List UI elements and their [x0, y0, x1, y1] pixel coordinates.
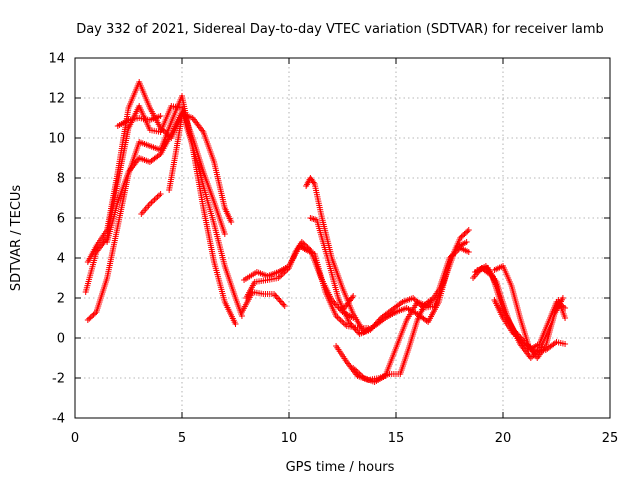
x-tick-label: 20 — [495, 431, 512, 446]
data-point — [275, 295, 282, 302]
data-point — [91, 310, 98, 317]
data-point — [510, 331, 517, 337]
y-tick-label: 2 — [57, 292, 65, 307]
x-tick-label: 25 — [602, 431, 619, 446]
data-point — [154, 193, 161, 200]
x-axis-label: GPS time / hours — [286, 460, 395, 475]
y-tick-label: -2 — [52, 372, 65, 387]
data-point — [304, 244, 311, 251]
data-point — [148, 199, 155, 206]
data-point — [89, 313, 96, 319]
y-tick-label: 0 — [57, 332, 65, 347]
data-point — [298, 239, 305, 245]
axis-ticks: 0 5 10 15 20 25 -4 -2 0 2 4 6 8 10 12 14 — [48, 52, 618, 447]
data-point — [149, 198, 156, 205]
data-point — [232, 321, 239, 327]
data-point — [462, 229, 469, 236]
data-point — [340, 320, 347, 327]
y-tick-label: 8 — [57, 172, 65, 187]
data-point — [336, 315, 343, 322]
data-point — [559, 295, 566, 301]
data-point — [303, 243, 310, 249]
data-point — [221, 231, 228, 237]
data-point — [84, 317, 91, 323]
data-point — [157, 113, 164, 119]
data-point — [280, 301, 287, 308]
x-tick-label: 10 — [281, 431, 298, 446]
data-point — [464, 228, 471, 235]
data-point — [228, 219, 235, 225]
data-point — [562, 315, 569, 321]
data-point — [351, 325, 358, 331]
y-tick-label: 4 — [57, 252, 65, 267]
x-tick-label: 15 — [388, 431, 405, 446]
data-point — [276, 297, 283, 303]
chart-title: Day 332 of 2021, Sidereal Day-to-day VTE… — [76, 22, 604, 37]
y-tick-label: 12 — [48, 92, 65, 107]
data-point — [90, 311, 97, 318]
data-point — [179, 113, 185, 119]
data-point — [279, 300, 286, 306]
y-tick-label: 14 — [48, 52, 65, 67]
data-point — [301, 241, 308, 248]
data-point — [465, 249, 472, 255]
data-point — [350, 293, 357, 299]
y-tick-label: -4 — [52, 412, 65, 427]
grid-lines — [75, 58, 610, 418]
data-point — [562, 341, 569, 347]
data-point — [281, 303, 288, 309]
data-point — [156, 192, 163, 199]
data-point — [151, 196, 158, 203]
y-tick-label: 6 — [57, 212, 65, 227]
x-tick-label: 0 — [71, 431, 79, 446]
data-point — [86, 315, 93, 322]
y-axis-label: SDTVAR / TECUs — [9, 185, 24, 292]
data-points — [82, 79, 569, 385]
data-point — [337, 317, 344, 324]
data-point — [457, 235, 464, 241]
data-point — [458, 233, 465, 240]
data-point — [463, 239, 470, 245]
plot-frame — [74, 57, 611, 419]
x-tick-label: 5 — [178, 431, 186, 446]
data-point — [300, 240, 307, 247]
data-point — [153, 195, 160, 202]
data-point — [273, 294, 280, 300]
data-point — [465, 227, 472, 233]
data-point — [157, 191, 164, 197]
data-point — [339, 318, 346, 325]
data-point — [87, 314, 94, 321]
data-point — [305, 245, 312, 252]
y-tick-label: 10 — [48, 132, 65, 147]
data-point — [460, 232, 467, 239]
data-point — [277, 298, 284, 305]
data-point — [461, 231, 468, 237]
